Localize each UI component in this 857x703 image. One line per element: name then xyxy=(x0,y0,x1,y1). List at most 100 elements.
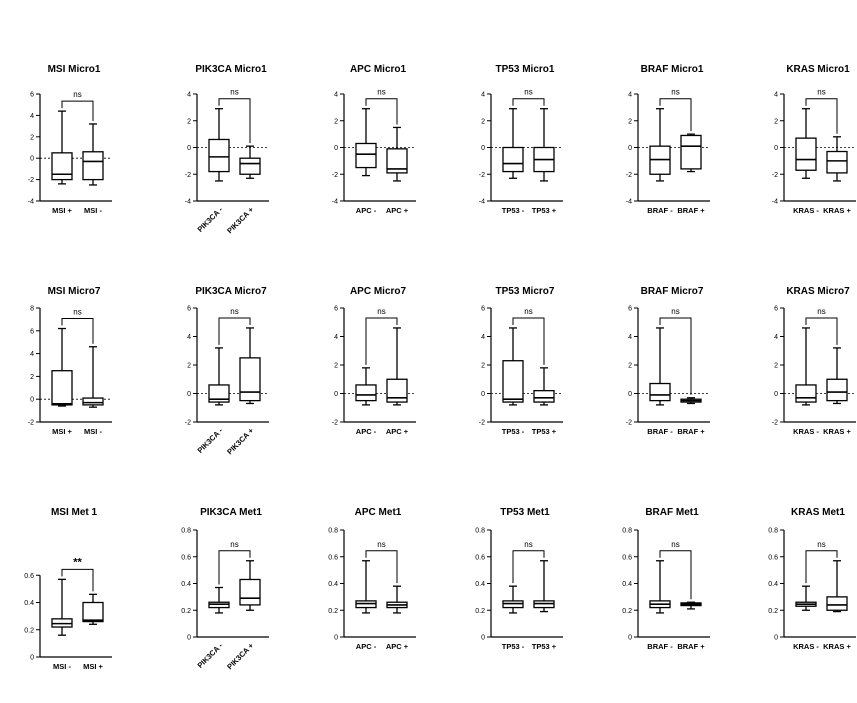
y-tick-label: 0 xyxy=(334,635,338,642)
box-1 xyxy=(355,560,377,614)
chart-title: BRAF Micro1 xyxy=(641,64,704,75)
significance-bracket xyxy=(61,568,94,592)
y-tick-label: 4 xyxy=(481,334,485,341)
chart-panel-10: TP53 Micro7 -2 0 2 4 6 TP53 - TP53 + ns xyxy=(479,286,563,436)
chart-title: APC Micro7 xyxy=(350,286,407,297)
significance-label: ns xyxy=(671,307,679,316)
significance-bracket xyxy=(805,550,838,584)
chart-title: KRAS Micro7 xyxy=(786,286,850,297)
y-tick-label: 0 xyxy=(481,635,485,642)
y-tick-label: -4 xyxy=(626,199,632,206)
x-category-label: PIK3CA + xyxy=(225,641,256,672)
significance-label: ns xyxy=(524,307,532,316)
y-tick-label: 0 xyxy=(30,397,34,404)
y-tick-label: 0.2 xyxy=(24,627,34,634)
chart-panel-6: KRAS Micro1 -4 -2 0 2 4 KRAS - KRAS + ns xyxy=(772,64,856,215)
x-category-label: KRAS + xyxy=(823,642,851,651)
chart-panel-4: TP53 Micro1 -4 -2 0 2 4 TP53 - TP53 + ns xyxy=(479,64,563,215)
y-tick-label: 0.8 xyxy=(181,528,191,535)
x-category-label: BRAF + xyxy=(677,427,705,436)
y-tick-label: -2 xyxy=(185,420,191,427)
x-category-label: KRAS - xyxy=(793,642,819,651)
y-tick-label: 0 xyxy=(187,391,191,398)
box-2 xyxy=(386,126,408,182)
significance-label: ns xyxy=(377,307,385,316)
y-tick-label: 4 xyxy=(628,92,632,99)
significance-bracket xyxy=(512,98,545,106)
y-tick-label: 6 xyxy=(481,306,485,313)
box-2 xyxy=(680,397,702,405)
y-tick-label: -2 xyxy=(28,177,34,184)
significance-label: ns xyxy=(817,307,825,316)
x-category-label: APC + xyxy=(386,642,409,651)
x-category-label: KRAS + xyxy=(823,427,851,436)
significance-label: ns xyxy=(817,540,825,549)
iqr-box xyxy=(386,378,408,403)
chart-title: TP53 Met1 xyxy=(500,507,550,518)
box-1 xyxy=(208,108,230,182)
x-category-label: APC + xyxy=(386,427,409,436)
chart-panel-9: APC Micro7 -2 0 2 4 6 APC - APC + ns xyxy=(332,286,416,436)
y-tick-label: 6 xyxy=(30,92,34,99)
iqr-box xyxy=(826,596,848,611)
chart-panel-11: BRAF Micro7 -2 0 2 4 6 BRAF - BRAF + ns xyxy=(626,286,710,436)
iqr-box xyxy=(795,384,817,403)
iqr-box xyxy=(386,148,408,174)
iqr-box xyxy=(795,137,817,171)
box-2 xyxy=(386,585,408,614)
y-tick-label: 2 xyxy=(30,374,34,381)
significance-label: ns xyxy=(230,540,238,549)
y-tick-label: 4 xyxy=(628,334,632,341)
significance-bracket xyxy=(61,318,94,344)
iqr-box xyxy=(533,389,555,403)
iqr-box xyxy=(502,360,524,403)
y-tick-label: 0 xyxy=(334,391,338,398)
y-tick-label: 0.4 xyxy=(24,600,34,607)
significance-label: ns xyxy=(377,540,385,549)
y-tick-label: 4 xyxy=(334,92,338,99)
y-tick-label: -2 xyxy=(332,420,338,427)
y-tick-label: 0.6 xyxy=(768,554,778,561)
box-1 xyxy=(795,108,817,179)
x-category-label: KRAS - xyxy=(793,206,819,215)
y-tick-label: 0.4 xyxy=(475,581,485,588)
significance-bracket xyxy=(805,317,838,345)
x-category-label: BRAF - xyxy=(647,206,673,215)
significance-bracket xyxy=(512,317,545,365)
y-tick-label: 0 xyxy=(187,635,191,642)
box-2 xyxy=(82,123,104,186)
box-1 xyxy=(355,367,377,406)
chart-title: TP53 Micro7 xyxy=(496,286,555,297)
iqr-box xyxy=(239,157,261,175)
y-tick-label: 0 xyxy=(481,391,485,398)
y-tick-label: 2 xyxy=(628,363,632,370)
significance-bracket xyxy=(512,550,545,584)
x-category-label: MSI - xyxy=(84,427,102,436)
x-category-label: MSI + xyxy=(83,662,103,671)
chart-title: BRAF Micro7 xyxy=(641,286,704,297)
x-category-label: APC + xyxy=(386,206,409,215)
chart-title: TP53 Micro1 xyxy=(496,64,555,75)
significance-label: ns xyxy=(524,540,532,549)
x-category-label: APC - xyxy=(356,642,377,651)
significance-bracket xyxy=(218,317,251,345)
significance-label: ** xyxy=(73,556,82,568)
y-tick-label: 0 xyxy=(774,145,778,152)
chart-panel-15: APC Met1 0 0.2 0.4 0.6 0.8 APC - APC + ns xyxy=(328,507,416,651)
x-category-label: BRAF + xyxy=(677,642,705,651)
x-category-label: PIK3CA + xyxy=(225,205,256,236)
y-tick-label: -2 xyxy=(185,172,191,179)
y-tick-label: 2 xyxy=(774,363,778,370)
y-tick-label: -2 xyxy=(28,420,34,427)
box-2 xyxy=(386,327,408,406)
y-tick-label: 0 xyxy=(30,655,34,662)
y-tick-label: 0 xyxy=(628,635,632,642)
significance-label: ns xyxy=(73,308,81,317)
y-tick-label: 0.2 xyxy=(181,608,191,615)
chart-panel-3: APC Micro1 -4 -2 0 2 4 APC - APC + ns xyxy=(332,64,416,215)
x-category-label: TP53 + xyxy=(532,642,557,651)
box-2 xyxy=(82,346,104,408)
box-1 xyxy=(51,110,73,185)
box-2 xyxy=(826,560,848,613)
